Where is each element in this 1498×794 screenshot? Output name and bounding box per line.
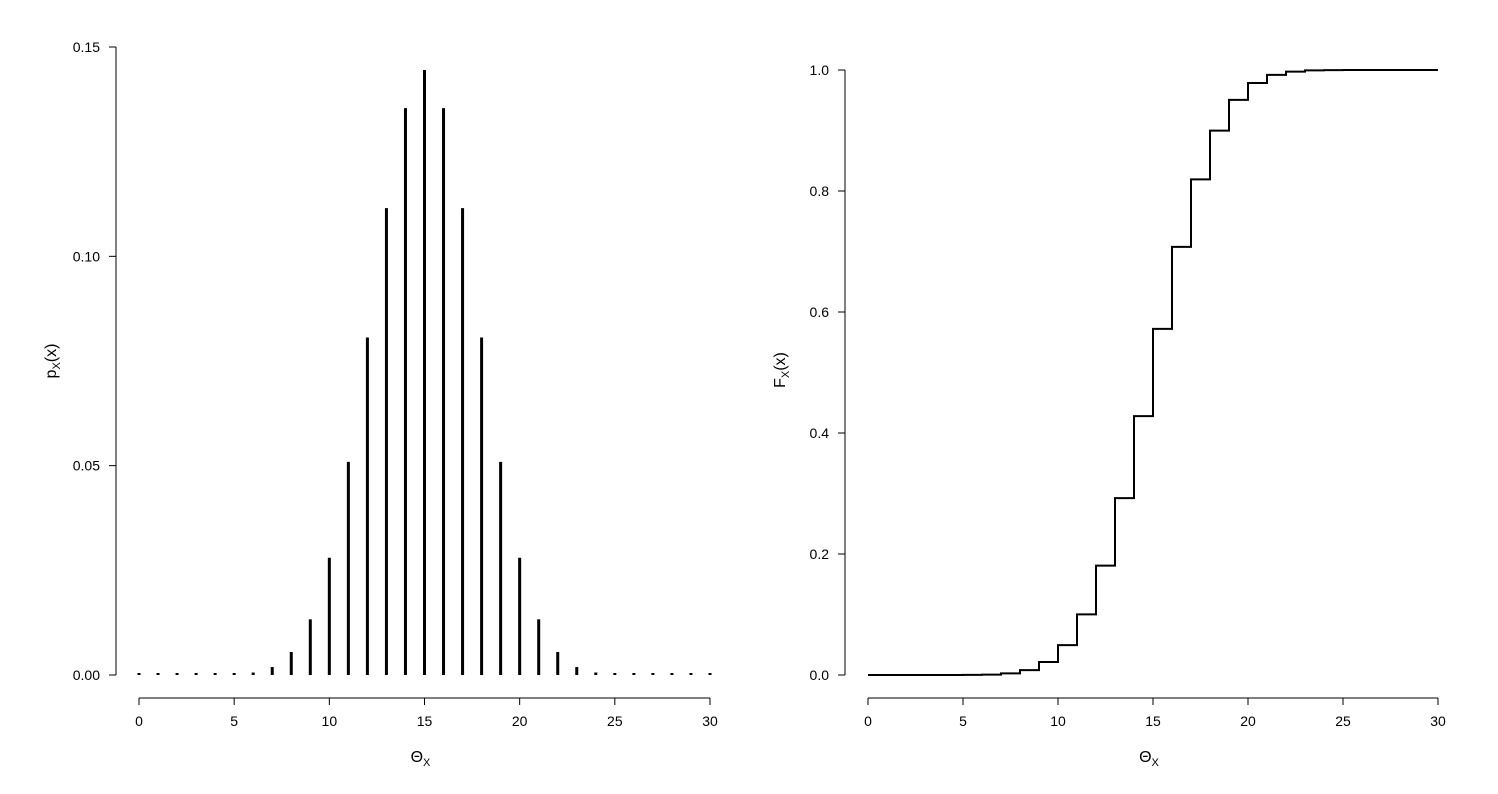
y-axis-label: pX(x) bbox=[43, 344, 63, 379]
y-tick-label: 0.4 bbox=[810, 425, 830, 441]
y-tick-label: 0.6 bbox=[810, 304, 830, 320]
y-tick-label: 0.05 bbox=[73, 458, 100, 474]
y-tick-label: 1.0 bbox=[810, 62, 830, 78]
x-tick-label: 15 bbox=[1145, 713, 1161, 729]
x-tick-label: 10 bbox=[322, 713, 338, 729]
x-tick-label: 5 bbox=[959, 713, 967, 729]
x-axis-label: ΘX bbox=[411, 749, 431, 769]
x-tick-label: 30 bbox=[702, 713, 718, 729]
x-tick-label: 0 bbox=[864, 713, 872, 729]
pmf-panel: 0 5 10 15 20 25 30 0.00 0.05 0.10 0.15 ΘX pX(x) bbox=[43, 39, 718, 769]
x-tick-label: 20 bbox=[512, 713, 528, 729]
x-tick-label: 5 bbox=[230, 713, 238, 729]
x-tick-label: 0 bbox=[135, 713, 143, 729]
y-tick-label: 0.00 bbox=[73, 667, 100, 683]
cdf-step-line bbox=[868, 69, 1438, 676]
x-tick-label: 20 bbox=[1240, 713, 1256, 729]
y-tick-label: 0.10 bbox=[73, 248, 100, 264]
y-tick-label: 0.0 bbox=[810, 667, 830, 683]
x-tick-label: 25 bbox=[607, 713, 623, 729]
y-tick-label: 0.2 bbox=[810, 546, 830, 562]
x-tick-label: 25 bbox=[1335, 713, 1351, 729]
x-axis-label: ΘX bbox=[1139, 749, 1159, 769]
cdf-panel: 0 5 10 15 20 25 30 0.0 0.2 0.4 0.6 0.8 1.0 ΘX FX(x) bbox=[772, 62, 1446, 769]
y-tick-label: 0.15 bbox=[73, 39, 100, 55]
x-tick-label: 15 bbox=[417, 713, 433, 729]
x-tick-label: 30 bbox=[1430, 713, 1446, 729]
y-tick-label: 0.8 bbox=[810, 183, 830, 199]
x-tick-label: 10 bbox=[1050, 713, 1066, 729]
y-axis-label: FX(x) bbox=[772, 352, 792, 388]
